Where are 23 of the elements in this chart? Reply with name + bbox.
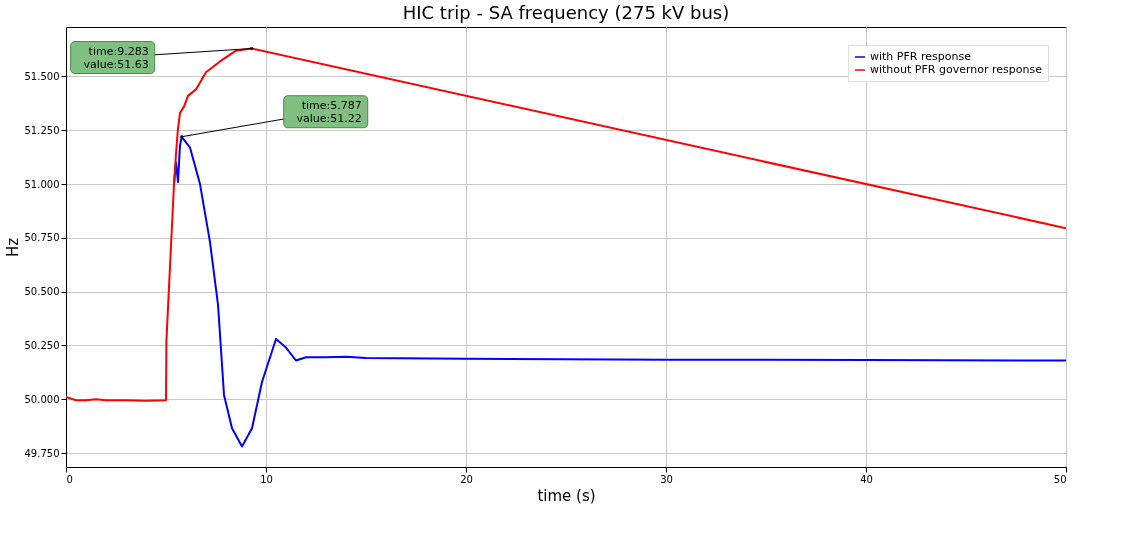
x-axis-title: time (s) bbox=[537, 486, 596, 505]
annotation: time:9.283 value:51.63 bbox=[83, 44, 149, 71]
line-series bbox=[66, 47, 1066, 402]
x-tick-label: 50 bbox=[1053, 473, 1067, 485]
x-tick-label: 0 bbox=[66, 473, 73, 485]
legend-label: with PFR response bbox=[870, 50, 972, 63]
y-tick-label: 51.250 bbox=[24, 124, 60, 136]
line-series bbox=[173, 135, 1066, 448]
legend-label: without PFR governor response bbox=[870, 63, 1043, 76]
y-tick-label: 50.250 bbox=[24, 339, 60, 351]
x-tick-label: 30 bbox=[660, 473, 673, 485]
y-tick-label: 50.750 bbox=[24, 232, 60, 244]
y-axis-title: Hz bbox=[3, 237, 22, 258]
x-tick-label: 20 bbox=[460, 473, 473, 485]
x-tick-label: 10 bbox=[260, 473, 273, 485]
y-tick-label: 51.000 bbox=[24, 178, 60, 190]
y-tick-label: 51.500 bbox=[24, 70, 60, 82]
y-tick-label: 50.500 bbox=[24, 286, 60, 298]
annotation: time:5.787 value:51.22 bbox=[296, 98, 362, 125]
y-tick-label: 50.000 bbox=[24, 393, 60, 405]
y-tick-label: 49.750 bbox=[24, 447, 60, 459]
x-tick-label: 40 bbox=[860, 473, 873, 485]
chart-title: HIC trip - SA frequency (275 kV bus) bbox=[402, 2, 730, 23]
